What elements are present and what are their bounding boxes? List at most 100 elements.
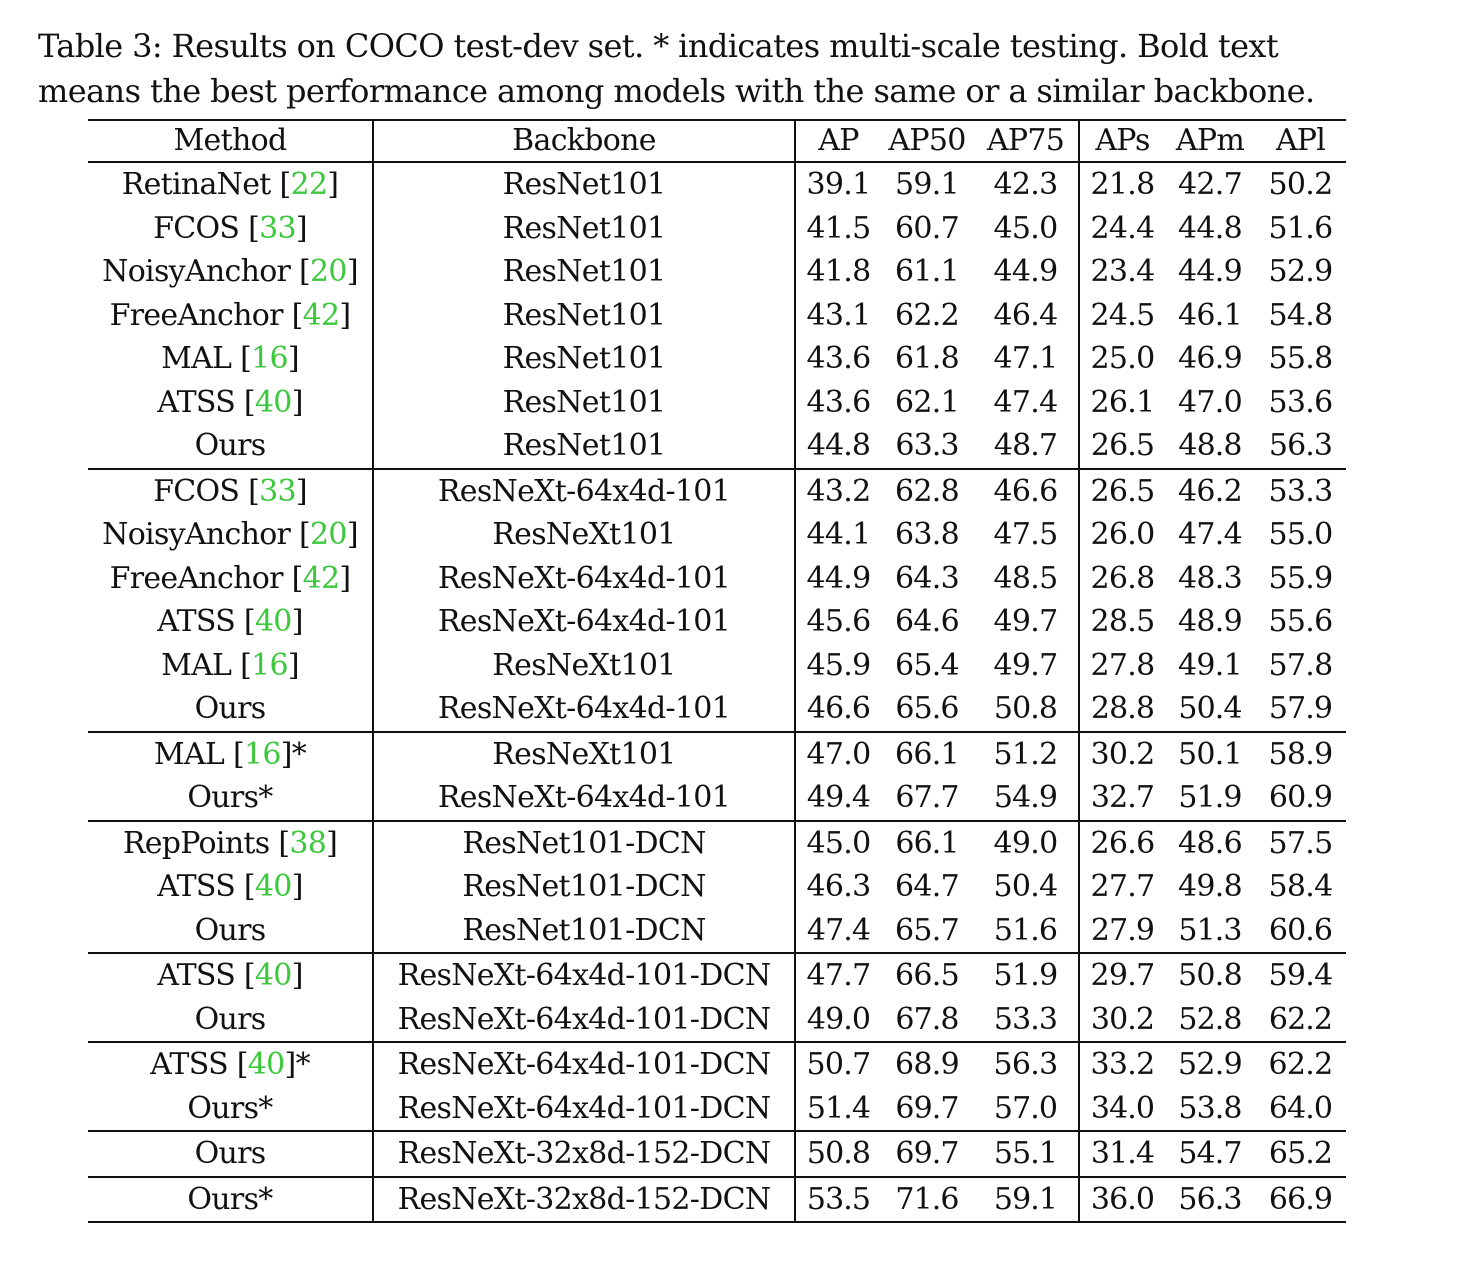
ap50-value: 64.7 <box>895 869 960 904</box>
aps-value: 26.5 <box>1079 467 1165 513</box>
method-cell: Ours* <box>88 776 374 821</box>
apl-value: 55.9 <box>1268 560 1334 596</box>
apl-value: 65.2 <box>1255 1130 1346 1177</box>
ap-value: 43.1 <box>806 297 872 333</box>
citation-link[interactable]: 16 <box>243 736 281 772</box>
citation-link[interactable]: 38 <box>289 825 327 861</box>
apl-value: 53.3 <box>1255 467 1346 513</box>
ap-value: 49.0 <box>806 1001 871 1037</box>
backbone-cell: ResNet101 <box>373 206 796 250</box>
ap50-value: 65.6 <box>895 691 959 726</box>
ap50-value: 64.3 <box>895 560 960 596</box>
method-name: Ours <box>194 691 267 726</box>
aps-value: 32.7 <box>1090 780 1155 815</box>
aps-value: 26.6 <box>1079 819 1165 865</box>
aps-value: 24.4 <box>1090 210 1156 246</box>
table-row: ATSS [40] ResNet101-DCN 46.3 64.7 50.4 27.7 49… <box>88 865 1346 909</box>
method-name: Ours <box>187 1090 259 1126</box>
ap75-value: 49.0 <box>973 819 1080 865</box>
ap50-value: 66.5 <box>881 952 973 998</box>
citation-link[interactable]: 42 <box>302 297 340 333</box>
ap75-value: 47.1 <box>973 337 1080 381</box>
caption-line-2: means the best performance among models … <box>38 72 1315 110</box>
table-row: MAL [16]* ResNeXt101 47.0 66.1 51.2 30.2 50.1 5… <box>88 730 1346 776</box>
method-name: FreeAnchor <box>109 297 284 333</box>
aps-value: 21.8 <box>1090 167 1156 202</box>
citation-link[interactable]: 33 <box>259 473 296 509</box>
table-row: MAL [16] ResNeXt101 45.9 65.4 49.7 27.8 49.1 57… <box>88 643 1346 687</box>
header-ap75: AP75 <box>973 119 1080 163</box>
ap-value: 47.7 <box>795 952 881 998</box>
ap50-value: 59.1 <box>895 167 960 202</box>
multiscale-mark: * <box>258 1181 273 1217</box>
ap75-value: 56.3 <box>973 1041 1080 1087</box>
multiscale-mark: * <box>295 1047 311 1082</box>
aps-value: 27.7 <box>1090 869 1156 904</box>
method-cell: Ours <box>88 687 374 732</box>
method-name: MAL <box>161 647 232 683</box>
apl-value: 59.4 <box>1255 952 1346 998</box>
backbone-cell: ResNeXt-64x4d-101-DCN <box>373 1041 796 1087</box>
ap-value: 50.7 <box>795 1041 881 1087</box>
aps-value: 29.7 <box>1079 952 1165 998</box>
aps-value: 30.2 <box>1090 1001 1155 1037</box>
ap75-value: 51.2 <box>973 730 1080 776</box>
backbone-cell: ResNeXt-64x4d-101 <box>373 687 796 732</box>
ap75-value: 48.7 <box>973 424 1080 469</box>
table-row: NoisyAnchor [20] ResNet101 41.8 61.1 44.9 23.… <box>88 250 1346 294</box>
ap75-value: 53.3 <box>973 997 1080 1042</box>
ap75-value: 59.1 <box>973 1175 1080 1223</box>
citation-link[interactable]: 22 <box>290 167 328 202</box>
ap-value: 45.9 <box>806 647 872 683</box>
ap50-value: 69.7 <box>881 1130 973 1177</box>
method-cell: FreeAnchor [42] <box>88 556 374 600</box>
method-cell: ATSS [40] <box>88 380 374 424</box>
backbone-cell: ResNet101-DCN <box>373 865 796 909</box>
ap50-value: 65.4 <box>895 647 960 683</box>
table-caption: Table 3: Results on COCO test-dev set. *… <box>38 24 1438 114</box>
apm-value: 44.8 <box>1178 210 1243 246</box>
backbone-cell: ResNeXt101 <box>373 513 796 557</box>
method-cell: Ours <box>88 424 374 469</box>
citation-link[interactable]: 33 <box>259 210 296 246</box>
method-name: ATSS <box>157 869 236 904</box>
citation-link[interactable]: 20 <box>310 254 347 289</box>
apm-value: 51.9 <box>1178 780 1242 815</box>
apl-value: 58.9 <box>1255 730 1346 776</box>
apm-value: 44.9 <box>1178 254 1243 289</box>
citation-link[interactable]: 16 <box>251 647 288 683</box>
citation-link[interactable]: 42 <box>302 560 340 596</box>
apl-value: 57.8 <box>1268 647 1334 683</box>
citation-link[interactable]: 40 <box>254 384 292 420</box>
table-row: Ours ResNeXt-32x8d-152-DCN 50.8 69.7 55.1 31.… <box>88 1130 1346 1177</box>
ap75-value: 42.3 <box>973 162 1080 207</box>
citation-link[interactable]: 40 <box>254 958 292 993</box>
header-backbone: Backbone <box>373 119 796 163</box>
apl-value: 62.2 <box>1268 1001 1333 1037</box>
citation-link[interactable]: 40 <box>247 1047 285 1082</box>
citation-link[interactable]: 20 <box>310 517 347 552</box>
backbone-cell: ResNeXt-64x4d-101 <box>373 776 796 821</box>
method-name: ATSS <box>157 384 236 420</box>
header-ap50: AP50 <box>881 119 973 163</box>
apm-value: 53.8 <box>1178 1090 1242 1126</box>
citation-link[interactable]: 40 <box>254 604 292 639</box>
method-cell: RetinaNet [22] <box>88 162 374 207</box>
method-name: ATSS <box>157 958 236 993</box>
apm-value: 47.0 <box>1178 384 1243 420</box>
ap-value: 46.6 <box>806 691 871 726</box>
apl-value: 55.8 <box>1268 341 1334 376</box>
citation-link[interactable]: 40 <box>254 869 292 904</box>
citation-link[interactable]: 16 <box>251 341 288 376</box>
method-cell: ATSS [40] <box>88 865 374 909</box>
ap75-value: 46.4 <box>973 293 1080 337</box>
ap75-value: 50.8 <box>973 687 1080 732</box>
ap50-value: 62.2 <box>895 297 960 333</box>
method-name: NoisyAnchor <box>102 254 291 289</box>
header-apm: APm <box>1165 119 1255 163</box>
multiscale-mark: * <box>258 1090 273 1126</box>
apm-value: 48.8 <box>1178 428 1242 463</box>
apl-value: 55.0 <box>1268 517 1334 552</box>
apl-value: 57.9 <box>1268 691 1333 726</box>
ap75-value: 44.9 <box>973 250 1080 294</box>
